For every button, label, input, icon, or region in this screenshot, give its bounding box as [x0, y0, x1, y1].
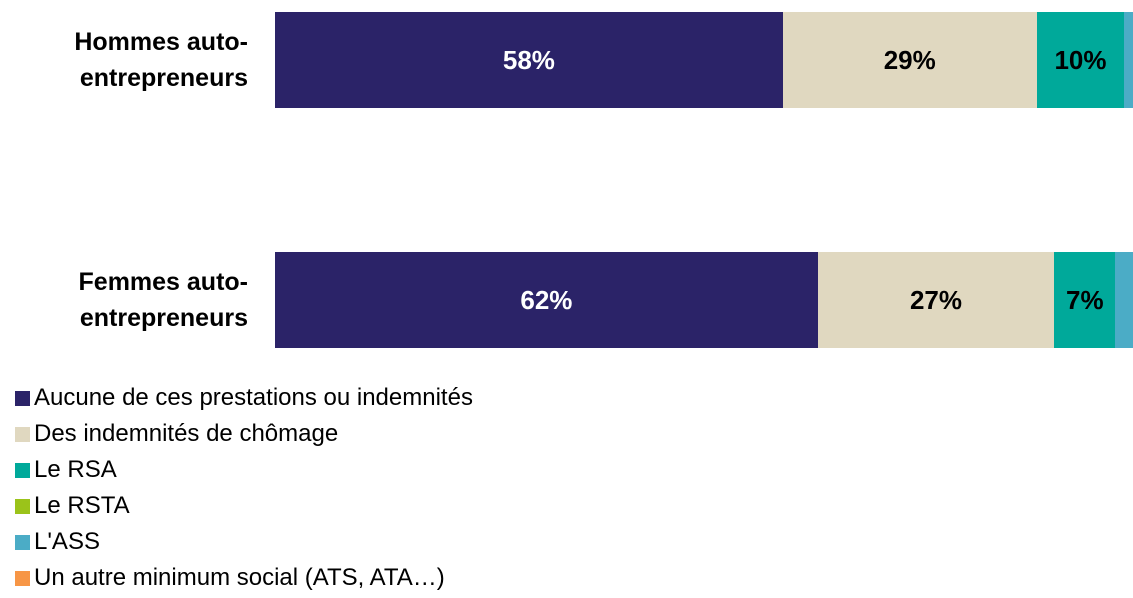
value-label: 10%: [1054, 45, 1107, 75]
legend-item: Un autre minimum social (ATS, ATA…): [15, 560, 445, 596]
legend-label: Le RSTA: [34, 492, 130, 519]
legend-label: Un autre minimum social (ATS, ATA…): [34, 564, 445, 591]
legend-item: Des indemnités de chômage: [15, 416, 338, 452]
value-label: 58%: [502, 45, 555, 75]
bar-segment: [1054, 252, 1116, 348]
value-label: 62%: [520, 285, 573, 315]
legend-swatch: [15, 535, 30, 550]
legend-item: L'ASS: [15, 524, 100, 560]
value-label: 27%: [909, 285, 963, 315]
legend-label: Le RSA: [34, 456, 117, 483]
bar-segment: [817, 252, 1055, 348]
bar-segment: [275, 252, 818, 348]
bar-segment: [1036, 12, 1125, 108]
legend-label: Des indemnités de chômage: [34, 420, 339, 447]
bar-segment: [782, 12, 1037, 108]
legend-swatch: [15, 499, 30, 514]
category-label: Femmes auto-entrepreneurs: [78, 268, 248, 332]
legend-swatch: [15, 463, 30, 478]
legend-swatch: [15, 571, 30, 586]
value-label: 29%: [883, 45, 936, 75]
category-label: Hommes auto-entrepreneurs: [74, 28, 248, 92]
legend-item: Le RSTA: [15, 488, 130, 524]
legend-item: Aucune de ces prestations ou indemnités: [15, 380, 473, 416]
legend-label: L'ASS: [34, 528, 100, 555]
legend-swatch: [15, 427, 30, 442]
legend-label: Aucune de ces prestations ou indemnités: [34, 384, 473, 411]
legend-item: Le RSA: [15, 452, 117, 488]
legend-swatch: [15, 391, 30, 406]
bar-segment: [1124, 12, 1133, 108]
value-label: 7%: [1066, 285, 1104, 315]
bar-segment: [275, 12, 783, 108]
bar-segment: [1115, 252, 1133, 348]
